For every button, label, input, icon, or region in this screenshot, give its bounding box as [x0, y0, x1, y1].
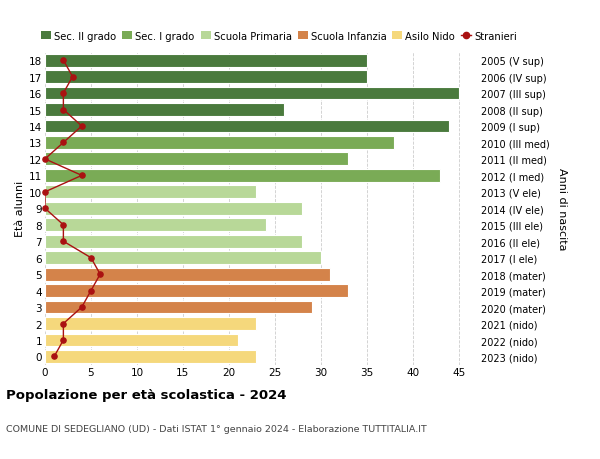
Bar [45, 350, 256, 363]
Bar [45, 88, 458, 100]
Bar [45, 153, 349, 166]
Bar [45, 104, 284, 117]
Bar [45, 334, 238, 347]
Bar [45, 285, 349, 297]
Point [59, 90, 68, 97]
Text: Popolazione per età scolastica - 2024: Popolazione per età scolastica - 2024 [6, 388, 287, 401]
Point [86, 287, 96, 295]
Point [59, 320, 68, 328]
Point [59, 336, 68, 344]
Point [68, 74, 77, 81]
Point [40, 156, 50, 163]
Point [59, 140, 68, 147]
Bar [45, 71, 367, 84]
Point [40, 189, 50, 196]
Point [59, 238, 68, 246]
Legend: Sec. II grado, Sec. I grado, Scuola Primaria, Scuola Infanzia, Asilo Nido, Stran: Sec. II grado, Sec. I grado, Scuola Prim… [41, 32, 517, 42]
Bar [45, 268, 330, 281]
Text: COMUNE DI SEDEGLIANO (UD) - Dati ISTAT 1° gennaio 2024 - Elaborazione TUTTITALIA: COMUNE DI SEDEGLIANO (UD) - Dati ISTAT 1… [6, 425, 427, 434]
Bar [45, 219, 266, 232]
Bar [45, 252, 321, 264]
Y-axis label: Età alunni: Età alunni [15, 181, 25, 237]
Point [86, 254, 96, 262]
Point [40, 205, 50, 213]
Bar [45, 235, 302, 248]
Bar [45, 55, 367, 67]
Bar [45, 186, 256, 199]
Bar [45, 137, 394, 150]
Bar [45, 202, 302, 215]
Point [77, 172, 86, 179]
Point [59, 222, 68, 229]
Bar [45, 301, 311, 314]
Point [77, 304, 86, 311]
Point [77, 123, 86, 130]
Point [49, 353, 59, 360]
Bar [45, 120, 449, 133]
Point [59, 57, 68, 65]
Bar [45, 169, 440, 182]
Point [95, 271, 105, 278]
Bar [45, 318, 256, 330]
Point [59, 106, 68, 114]
Y-axis label: Anni di nascita: Anni di nascita [557, 168, 567, 250]
